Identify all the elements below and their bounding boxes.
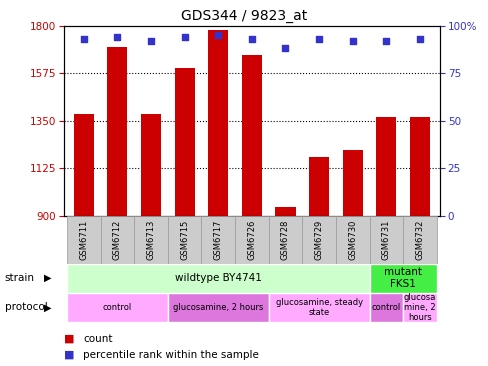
Text: GSM6729: GSM6729 — [314, 220, 323, 260]
Text: count: count — [83, 333, 112, 344]
Text: glucosamine, steady
state: glucosamine, steady state — [275, 298, 362, 317]
Bar — [409, 116, 429, 216]
Bar — [74, 115, 94, 216]
Text: GSM6715: GSM6715 — [180, 220, 189, 260]
Bar — [268, 216, 302, 264]
Point — [415, 36, 423, 42]
Bar — [402, 216, 436, 264]
Text: mutant
FKS1: mutant FKS1 — [384, 267, 421, 289]
Text: GSM6713: GSM6713 — [146, 220, 155, 260]
Point — [80, 36, 87, 42]
Bar — [342, 150, 362, 216]
Text: GSM6726: GSM6726 — [247, 220, 256, 260]
Text: ▶: ▶ — [44, 302, 51, 313]
Bar — [141, 115, 161, 216]
Bar — [369, 293, 402, 322]
Bar — [101, 216, 134, 264]
Bar — [134, 216, 167, 264]
Text: wildtype BY4741: wildtype BY4741 — [174, 273, 261, 283]
Bar — [67, 293, 167, 322]
Bar — [402, 293, 436, 322]
Bar — [302, 216, 335, 264]
Point — [113, 34, 121, 40]
Text: ■: ■ — [63, 350, 74, 360]
Bar — [208, 30, 228, 216]
Text: control: control — [371, 303, 400, 312]
Bar — [107, 47, 127, 216]
Bar — [201, 216, 235, 264]
Text: GSM6711: GSM6711 — [79, 220, 88, 260]
Point — [147, 38, 155, 44]
Point — [315, 36, 323, 42]
Point — [382, 38, 389, 44]
Text: glucosa
mine, 2
hours: glucosa mine, 2 hours — [403, 292, 435, 322]
Text: GSM6730: GSM6730 — [347, 220, 356, 260]
Bar — [167, 216, 201, 264]
Text: GSM6712: GSM6712 — [113, 220, 122, 260]
Text: GSM6728: GSM6728 — [281, 220, 289, 260]
Point — [247, 36, 255, 42]
Text: protocol: protocol — [5, 302, 47, 313]
Text: GSM6731: GSM6731 — [381, 220, 390, 260]
Point — [214, 32, 222, 38]
Text: GSM6732: GSM6732 — [415, 220, 424, 260]
Bar — [167, 293, 268, 322]
Point — [281, 45, 289, 51]
Bar — [335, 216, 369, 264]
Text: GDS344 / 9823_at: GDS344 / 9823_at — [181, 9, 307, 23]
Text: strain: strain — [5, 273, 35, 283]
Bar — [67, 216, 101, 264]
Bar — [268, 293, 369, 322]
Text: percentile rank within the sample: percentile rank within the sample — [83, 350, 259, 360]
Bar — [67, 264, 369, 293]
Point — [348, 38, 356, 44]
Text: ▶: ▶ — [44, 273, 51, 283]
Text: control: control — [102, 303, 132, 312]
Bar — [369, 264, 436, 293]
Bar — [308, 157, 328, 216]
Point — [180, 34, 188, 40]
Bar — [275, 208, 295, 216]
Bar — [241, 55, 262, 216]
Text: GSM6717: GSM6717 — [213, 220, 222, 260]
Bar — [235, 216, 268, 264]
Bar — [174, 68, 194, 216]
Bar — [375, 116, 396, 216]
Text: glucosamine, 2 hours: glucosamine, 2 hours — [173, 303, 263, 312]
Text: ■: ■ — [63, 333, 74, 344]
Bar — [369, 216, 402, 264]
